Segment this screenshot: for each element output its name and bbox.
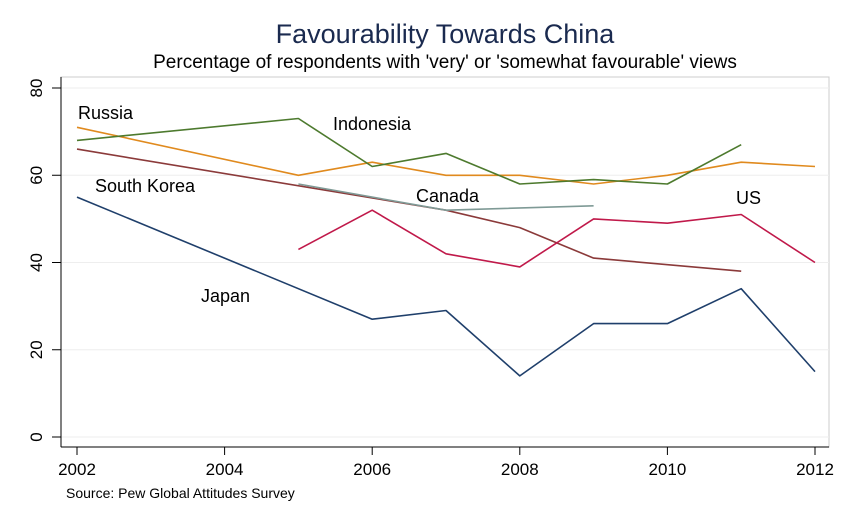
x-tick-label: 2012 (796, 460, 834, 479)
y-tick-label: 0 (27, 432, 46, 441)
x-tick-label: 2010 (648, 460, 686, 479)
series-label-us: US (736, 188, 761, 208)
y-tick-label: 40 (27, 253, 46, 272)
series-line-canada (298, 183, 594, 211)
series-label-japan: Japan (201, 286, 250, 306)
chart-title: Favourability Towards China (276, 19, 616, 49)
series-label-indonesia: Indonesia (333, 114, 412, 134)
series-lines (76, 117, 816, 377)
x-tick-label: 2006 (353, 460, 391, 479)
x-tick-label: 2004 (206, 460, 244, 479)
y-tick-label: 20 (27, 340, 46, 359)
series-line-indonesia (76, 117, 742, 185)
series-line-us (298, 209, 816, 268)
axes: 0 20 40 60 80 2002 2004 2006 2008 2010 2012 (27, 77, 834, 479)
series-line-south-korea (76, 148, 742, 272)
series-line-russia (76, 126, 816, 185)
y-tick-label: 60 (27, 166, 46, 185)
series-label-south-korea: South Korea (95, 176, 196, 196)
chart-subtitle: Percentage of respondents with 'very' or… (153, 52, 737, 73)
series-label-canada: Canada (416, 186, 480, 206)
grid (61, 87, 829, 438)
x-tick-label: 2008 (501, 460, 539, 479)
series-line-japan (76, 196, 816, 377)
chart-source: Source: Pew Global Attitudes Survey (66, 485, 295, 501)
y-tick-label: 80 (27, 79, 46, 98)
series-label-russia: Russia (78, 103, 134, 123)
x-tick-label: 2002 (58, 460, 96, 479)
